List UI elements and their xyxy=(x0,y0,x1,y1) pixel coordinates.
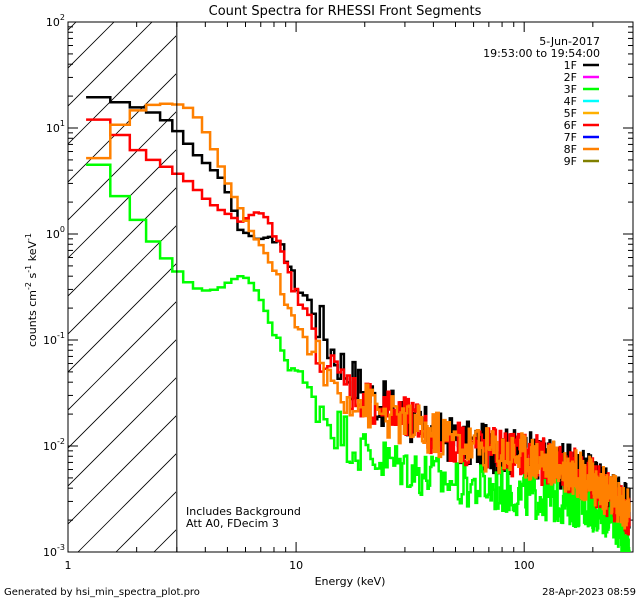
y-tick-label: 10-2 xyxy=(43,437,65,453)
legend-label-8F: 8F xyxy=(564,143,577,156)
y-tick-exp: -3 xyxy=(57,543,65,552)
y-tick-exp: 0 xyxy=(60,225,65,234)
y-tick-exp: 2 xyxy=(60,13,65,22)
annotation-background: Includes Background xyxy=(186,505,301,518)
y-tick-base: 10 xyxy=(43,440,57,453)
y-label-exp3: -1 xyxy=(24,233,33,241)
hatch-line xyxy=(68,35,176,145)
x-axis-label: Energy (keV) xyxy=(315,575,386,588)
legend-label-6F: 6F xyxy=(564,119,577,132)
x-tick-label: 10 xyxy=(289,559,303,572)
hatch-line xyxy=(68,187,176,297)
y-tick-base: 10 xyxy=(46,122,60,135)
hatch-line xyxy=(68,22,153,107)
hatch-line xyxy=(68,225,176,335)
y-tick-label: 100 xyxy=(46,225,65,241)
y-tick-label: 10-3 xyxy=(43,543,65,559)
y-tick-base: 10 xyxy=(43,334,57,347)
hatch-line xyxy=(68,22,77,31)
legend-label-1F: 1F xyxy=(564,59,577,72)
y-tick-exp: -2 xyxy=(57,437,65,446)
y-axis-label: counts cm-2 s-1 keV-1 xyxy=(24,233,39,347)
legend-label-4F: 4F xyxy=(564,95,577,108)
series-line-8F xyxy=(86,102,631,530)
footer-timestamp: 28-Apr-2023 08:59 xyxy=(542,587,636,598)
y-tick-label: 101 xyxy=(46,119,65,135)
legend-label-9F: 9F xyxy=(564,155,577,168)
y-tick-label: 10-1 xyxy=(43,331,65,347)
y-tick-base: 10 xyxy=(43,546,57,559)
series-line-3F xyxy=(86,163,631,552)
hatch-line xyxy=(68,377,176,487)
legend-time-range: 19:53:00 to 19:54:00 xyxy=(483,47,600,60)
plot-frame xyxy=(67,21,634,553)
chart-title: Count Spectra for RHESSI Front Segments xyxy=(209,4,482,19)
series-layer xyxy=(86,96,631,552)
annotation-attenuator: Att A0, FDecim 3 xyxy=(186,517,279,530)
y-label-exp1: -2 xyxy=(24,282,33,290)
y-tick-base: 10 xyxy=(46,228,60,241)
y-label-mid2: keV xyxy=(26,241,39,265)
legend-date: 5-Jun-2017 xyxy=(539,35,600,48)
x-tick-label: 100 xyxy=(514,559,535,572)
y-tick-base: 10 xyxy=(46,16,60,29)
y-label-base: counts cm xyxy=(26,290,39,347)
y-label-mid: s xyxy=(26,272,39,281)
hatch-line xyxy=(68,111,176,221)
legend-label-7F: 7F xyxy=(564,131,577,144)
footer-generated-by: Generated by hsi_min_spectra_plot.pro xyxy=(4,587,200,598)
y-tick-label: 102 xyxy=(46,13,65,29)
hatch-line xyxy=(68,339,176,449)
hatch-line xyxy=(68,73,176,183)
legend-label-2F: 2F xyxy=(564,71,577,84)
hatch-line xyxy=(77,453,176,552)
y-tick-exp: 1 xyxy=(60,119,65,128)
y-tick-exp: -1 xyxy=(57,331,65,340)
x-tick-label: 1 xyxy=(65,559,72,572)
legend-label-3F: 3F xyxy=(564,83,577,96)
legend-label-5F: 5F xyxy=(564,107,577,120)
attenuator-hatch-region xyxy=(68,22,176,552)
hatch-line xyxy=(68,415,176,525)
hatch-line xyxy=(68,263,176,373)
y-label-exp2: -1 xyxy=(24,265,33,273)
